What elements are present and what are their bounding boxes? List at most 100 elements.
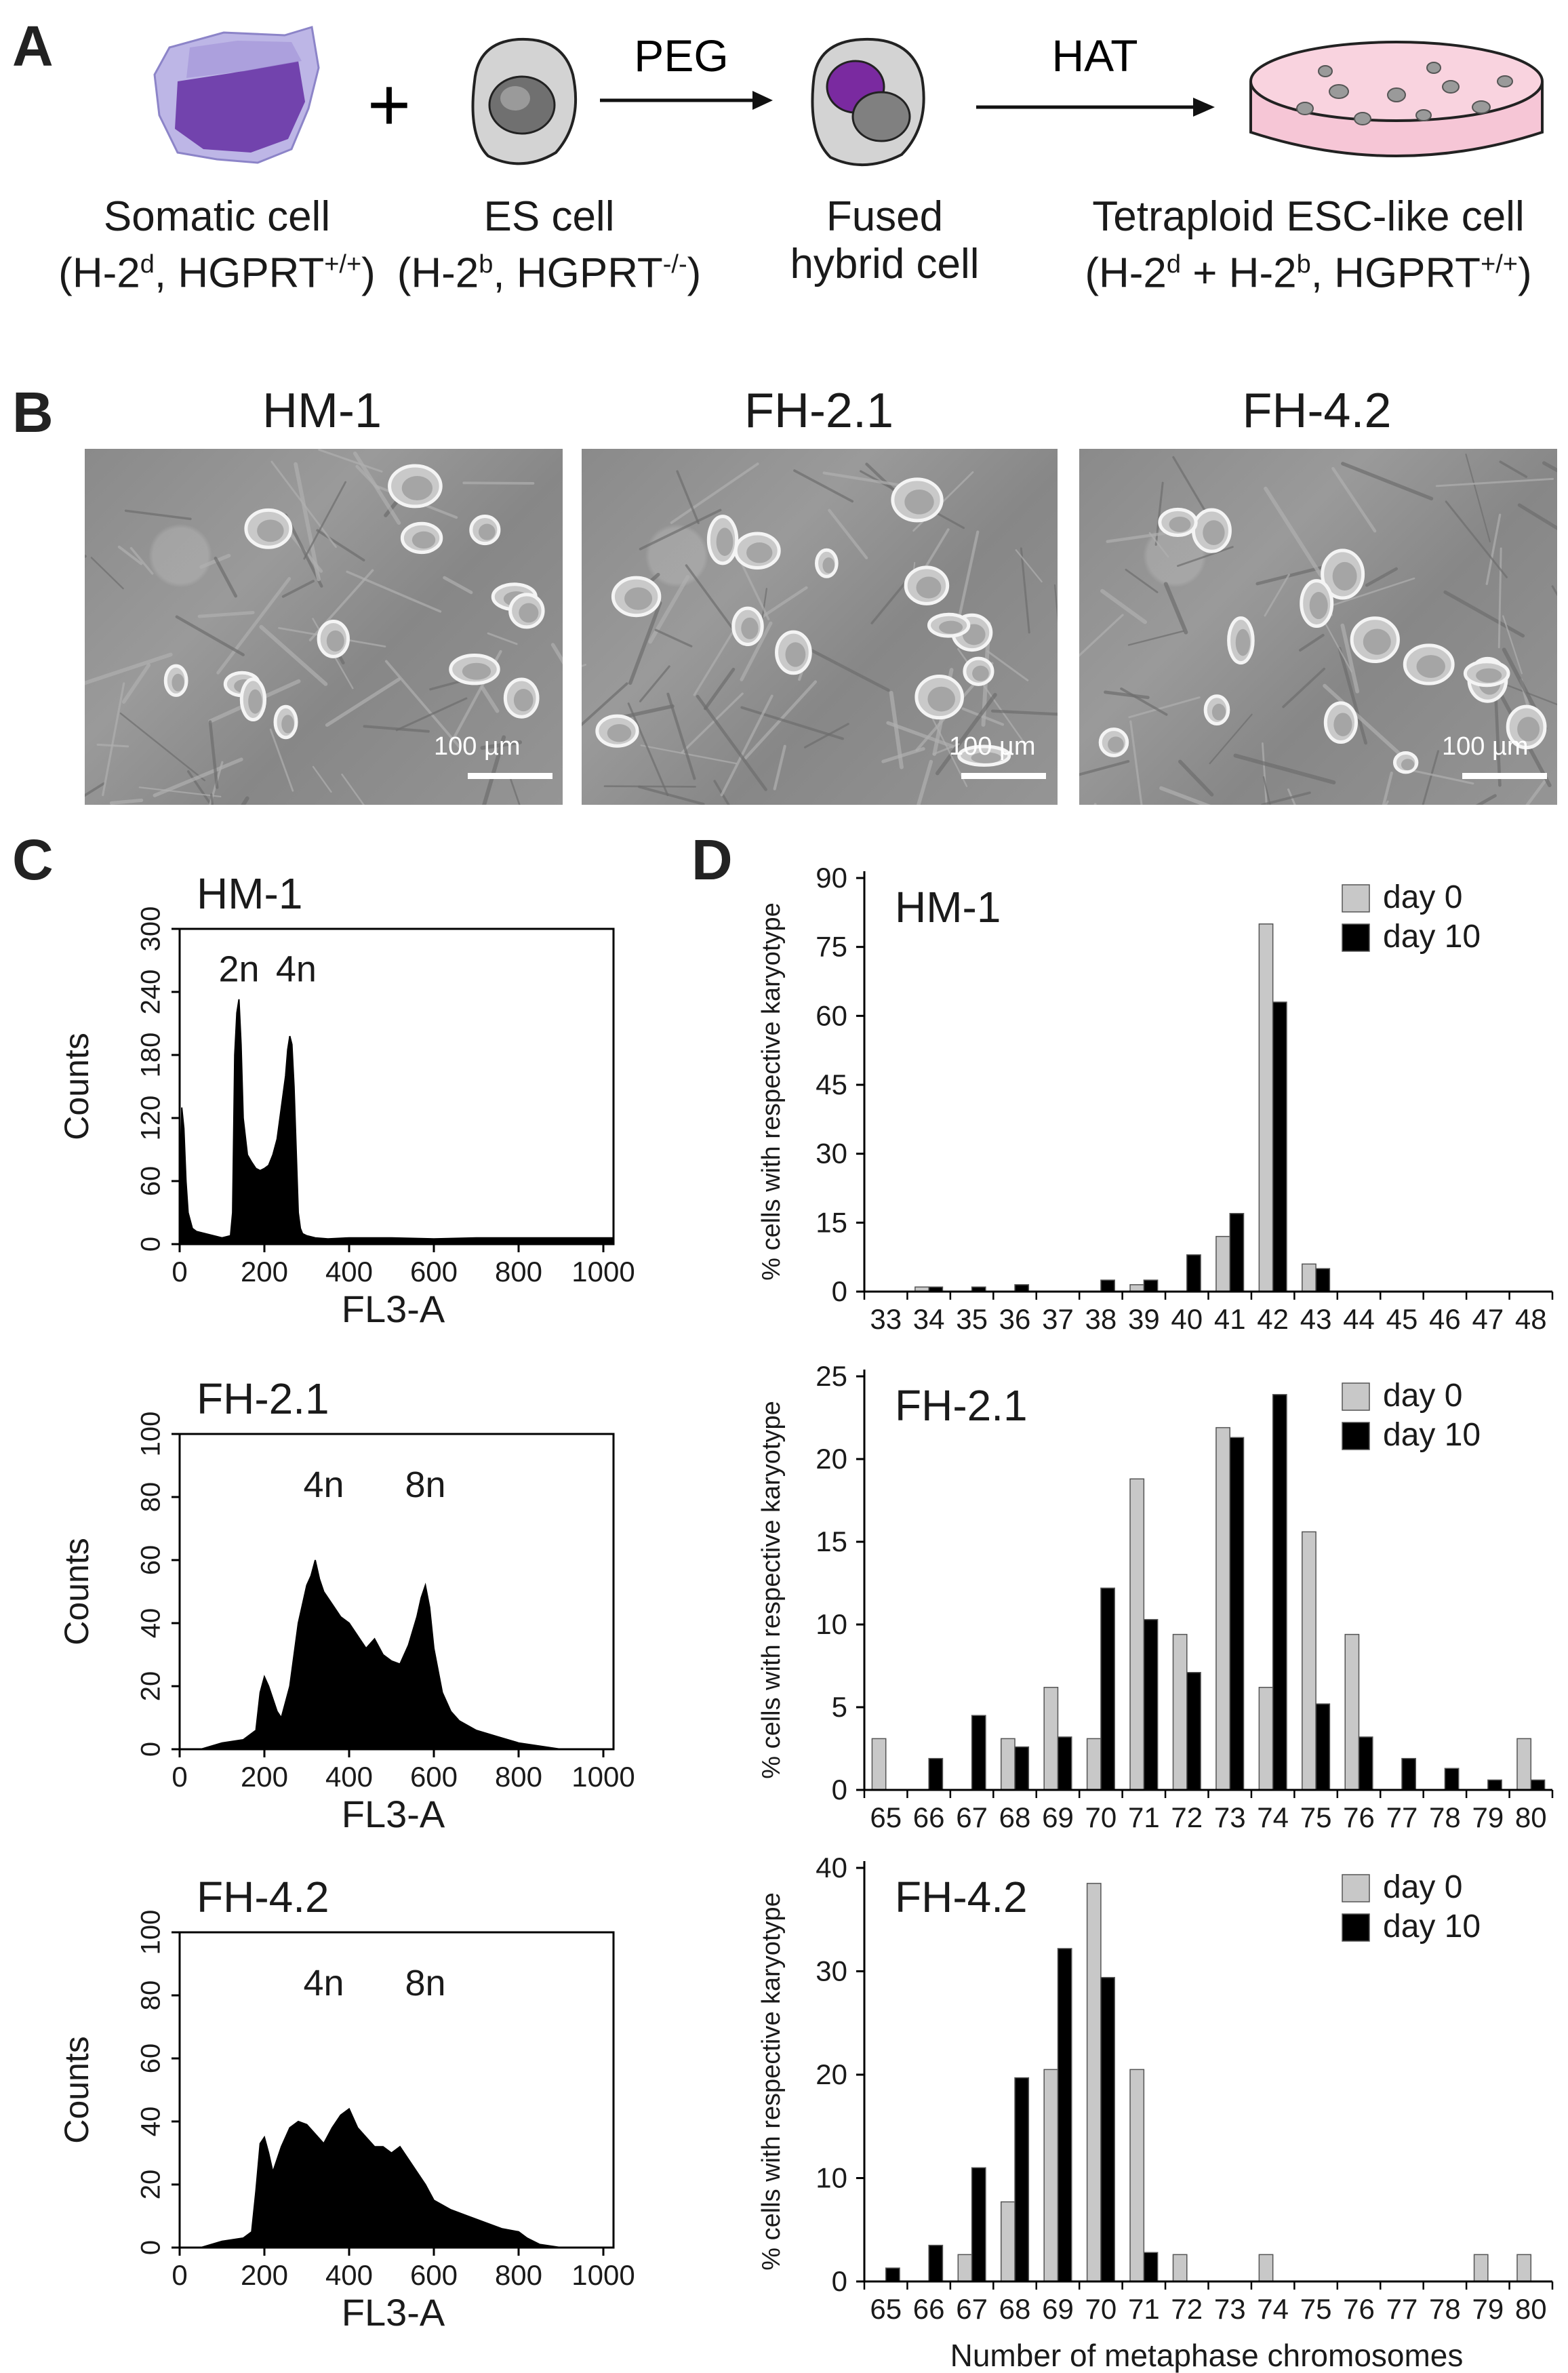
y-axis-label: % cells with respective karyotype bbox=[757, 1401, 786, 1779]
micrograph-title-hm1: HM-1 bbox=[262, 384, 382, 438]
fibroblast bbox=[1542, 461, 1557, 473]
bar-day-0 bbox=[1172, 1633, 1188, 1791]
fibroblast bbox=[935, 693, 997, 776]
bar-day-10 bbox=[1229, 1213, 1245, 1292]
fibroblast bbox=[828, 509, 868, 559]
colony-core bbox=[281, 715, 294, 734]
fibroblast bbox=[1323, 683, 1413, 767]
x-tick-label: 200 bbox=[241, 1761, 288, 1793]
y-tick-label: 20 bbox=[816, 2058, 847, 2090]
fibroblast bbox=[990, 709, 1058, 716]
bar-day-10 bbox=[1143, 1279, 1159, 1292]
x-tick-label: 69 bbox=[1042, 2293, 1074, 2325]
histogram-area bbox=[180, 1559, 614, 1750]
bar-day-10 bbox=[1315, 1703, 1331, 1791]
x-tick-label: 67 bbox=[956, 1801, 988, 1833]
colony-core bbox=[1363, 629, 1391, 655]
fibroblast bbox=[1079, 614, 1124, 658]
y-tick-label: 10 bbox=[816, 1608, 847, 1640]
y-tick-label: 120 bbox=[136, 1096, 166, 1141]
y-tick-label: 15 bbox=[816, 1206, 847, 1238]
colony-core bbox=[1401, 759, 1415, 771]
plus-sign: + bbox=[367, 63, 411, 146]
micrograph-texture bbox=[85, 449, 563, 805]
x-tick-label: 70 bbox=[1085, 2293, 1117, 2325]
fibroblast bbox=[1100, 589, 1147, 624]
legend-label: day 0 bbox=[1383, 1378, 1462, 1414]
bar-day-10 bbox=[1358, 1736, 1373, 1791]
bar-day-0 bbox=[1129, 1478, 1145, 1791]
plot-frame bbox=[178, 1433, 615, 1751]
fibroblast bbox=[341, 774, 365, 805]
fibroblast bbox=[1525, 777, 1548, 805]
fibroblast bbox=[603, 785, 696, 788]
x-tick-label: 47 bbox=[1472, 1303, 1504, 1335]
fibroblast bbox=[1106, 532, 1166, 543]
x-tick-label: 78 bbox=[1429, 2293, 1461, 2325]
x-tick-label: 65 bbox=[870, 1801, 902, 1833]
x-tick-label: 74 bbox=[1257, 1801, 1289, 1833]
caption-somatic: Somatic cell (H-2d, HGPRT+/+) bbox=[41, 193, 393, 298]
bar-day-0 bbox=[1086, 1738, 1102, 1791]
fibroblast bbox=[1517, 503, 1557, 530]
fibroblast bbox=[1178, 759, 1214, 797]
fibroblast bbox=[1331, 577, 1415, 606]
bar-day-0 bbox=[1516, 2254, 1532, 2282]
x-tick-label: 72 bbox=[1171, 1801, 1203, 1833]
x-tick-label: 600 bbox=[410, 2259, 458, 2291]
colony-core bbox=[1476, 668, 1502, 683]
colony-core bbox=[1332, 561, 1357, 591]
x-tick-label: 69 bbox=[1042, 1801, 1074, 1833]
x-tick-label: 37 bbox=[1042, 1303, 1074, 1335]
x-tick-label: 800 bbox=[495, 1761, 542, 1793]
fibroblast bbox=[754, 586, 808, 622]
colony-core bbox=[972, 665, 989, 681]
colony-core bbox=[1333, 713, 1352, 736]
y-tick-label: 0 bbox=[136, 1742, 166, 1757]
bar-day-10 bbox=[1186, 1254, 1201, 1292]
fibroblast bbox=[102, 682, 125, 797]
x-tick-label: 73 bbox=[1214, 1801, 1246, 1833]
fibroblast bbox=[1177, 546, 1234, 567]
y-tick-label: 180 bbox=[136, 1033, 166, 1078]
fibroblast bbox=[187, 770, 213, 805]
x-tick-label: 46 bbox=[1429, 1303, 1461, 1335]
bar-day-10 bbox=[1100, 1976, 1115, 2282]
fibroblast bbox=[90, 557, 124, 590]
x-tick-label: 42 bbox=[1257, 1303, 1289, 1335]
x-tick-label: 0 bbox=[172, 1761, 187, 1793]
x-tick-label: 0 bbox=[172, 1256, 187, 1288]
colony-core bbox=[1235, 629, 1251, 656]
fibroblast bbox=[1502, 615, 1523, 675]
ploidy-label: 4n bbox=[276, 949, 317, 990]
fibroblast bbox=[1163, 582, 1188, 635]
plot-frame bbox=[178, 1931, 615, 2249]
y-axis-label: Counts bbox=[58, 2036, 96, 2143]
fibroblast bbox=[259, 624, 328, 686]
micrograph-hm1: 100 µm bbox=[85, 449, 563, 805]
scale-label: 100 µm bbox=[1442, 732, 1529, 761]
fibroblast bbox=[363, 725, 430, 733]
bar-day-10 bbox=[1014, 1746, 1030, 1791]
bar-day-10 bbox=[1272, 1394, 1287, 1791]
colony-core bbox=[1416, 655, 1445, 678]
bar-day-0 bbox=[957, 2254, 973, 2282]
legend-label: day 10 bbox=[1383, 1909, 1481, 1945]
bar-day-0 bbox=[1000, 2201, 1016, 2282]
y-tick-label: 60 bbox=[136, 1545, 166, 1576]
legend-swatch bbox=[1342, 1382, 1370, 1411]
x-tick-label: 0 bbox=[172, 2259, 187, 2291]
x-tick-label: 71 bbox=[1128, 2293, 1160, 2325]
chart-title: FH-2.1 bbox=[895, 1381, 1028, 1430]
fibroblast bbox=[1341, 462, 1434, 501]
colony-core bbox=[1211, 703, 1226, 721]
bar-day-10 bbox=[1315, 1268, 1331, 1292]
fibroblast bbox=[384, 660, 462, 749]
y-tick-label: 15 bbox=[816, 1526, 847, 1557]
x-axis-label: Number of metaphase chromosomes bbox=[950, 2338, 1464, 2373]
ploidy-label: 4n bbox=[303, 1464, 344, 1505]
x-tick-label: 68 bbox=[999, 2293, 1031, 2325]
fibroblast bbox=[482, 735, 506, 805]
bar-day-10 bbox=[971, 1715, 986, 1791]
